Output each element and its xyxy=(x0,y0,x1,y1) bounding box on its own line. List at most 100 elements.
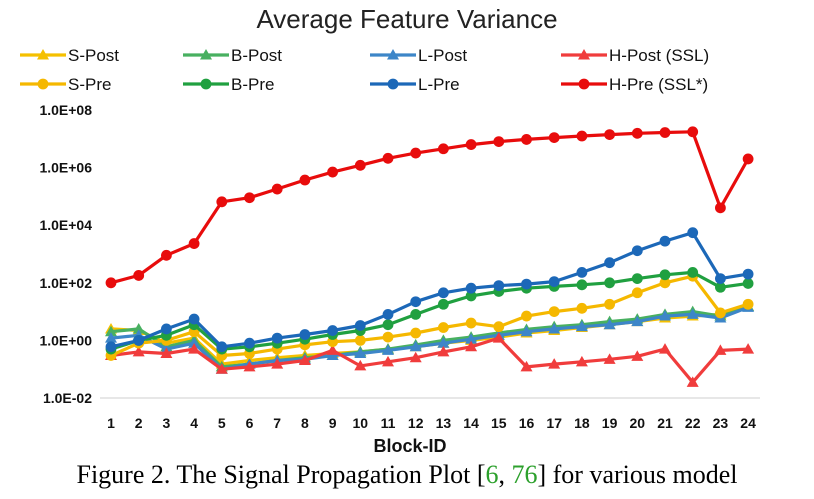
circle-marker xyxy=(161,323,172,335)
legend-label: L-Pre xyxy=(418,75,460,94)
triangle-marker xyxy=(714,344,727,355)
triangle-marker xyxy=(686,308,699,319)
legend-entry: H-Post (SSL) xyxy=(561,46,709,65)
circle-marker xyxy=(604,298,615,310)
circle-marker xyxy=(576,302,588,314)
x-tick-label: 2 xyxy=(135,415,143,431)
circle-marker xyxy=(244,192,255,204)
legend-entry: B-Pre xyxy=(183,75,274,94)
triangle-marker xyxy=(631,350,644,361)
circle-marker xyxy=(659,235,671,247)
x-tick-label: 9 xyxy=(329,415,337,431)
triangle-marker xyxy=(382,355,394,367)
circle-marker xyxy=(354,320,366,331)
circle-marker xyxy=(604,257,615,269)
circle-marker xyxy=(271,332,283,344)
figure-caption: Figure 2. The Signal Propagation Plot [6… xyxy=(0,460,814,490)
circle-marker xyxy=(521,134,532,145)
citation-link-76[interactable]: 76 xyxy=(511,460,538,489)
circle-marker xyxy=(244,337,255,349)
triangle-marker xyxy=(387,49,399,60)
triangle-marker xyxy=(603,318,616,330)
caption-suffix: ] for various model xyxy=(537,460,738,489)
triangle-marker xyxy=(548,358,561,369)
circle-marker xyxy=(271,183,283,195)
series-b-post xyxy=(105,300,755,372)
x-tick-label: 15 xyxy=(491,415,507,431)
triangle-marker xyxy=(548,322,561,334)
triangle-marker xyxy=(659,310,671,321)
circle-marker xyxy=(548,306,560,317)
circle-marker xyxy=(133,270,145,281)
circle-marker xyxy=(715,202,726,214)
circle-marker xyxy=(659,277,671,289)
x-tick-label: 12 xyxy=(408,415,424,431)
circle-marker xyxy=(576,279,588,291)
legend-label: B-Pre xyxy=(231,75,274,94)
circle-marker xyxy=(493,136,505,147)
triangle-marker xyxy=(271,358,284,369)
circle-marker xyxy=(548,276,560,288)
circle-marker xyxy=(410,147,422,159)
circle-marker xyxy=(216,341,228,353)
y-tick-label: 1.0E+08 xyxy=(39,102,92,118)
triangle-marker xyxy=(437,337,450,348)
citation-link-6[interactable]: 6 xyxy=(485,460,499,489)
legend-label: H-Pre (SSL*) xyxy=(609,75,708,94)
series-line xyxy=(110,304,749,369)
circle-marker xyxy=(742,153,754,165)
series-line xyxy=(110,270,749,351)
circle-marker xyxy=(521,310,532,322)
circle-marker xyxy=(742,278,754,289)
circle-marker xyxy=(410,327,422,339)
circle-marker xyxy=(105,341,117,353)
triangle-marker xyxy=(742,343,755,354)
x-tick-label: 7 xyxy=(273,415,281,431)
x-tick-label: 18 xyxy=(574,415,590,431)
circle-marker xyxy=(521,278,532,290)
circle-marker xyxy=(438,322,449,333)
circle-marker xyxy=(327,325,338,336)
circle-marker xyxy=(382,331,394,343)
circle-marker xyxy=(387,78,399,90)
circle-marker xyxy=(578,78,590,90)
signal-propagation-chart: Average Feature Variance S-Post B-Post L-P… xyxy=(20,4,760,456)
x-tick-label: 5 xyxy=(218,415,226,431)
circle-marker xyxy=(631,127,643,139)
chart-title: Average Feature Variance xyxy=(256,4,557,34)
circle-marker xyxy=(354,159,366,171)
triangle-marker xyxy=(686,376,699,387)
triangle-marker xyxy=(105,332,117,343)
y-tick-label: 1.0E+04 xyxy=(39,217,92,233)
circle-marker xyxy=(715,281,726,293)
circle-marker xyxy=(382,152,394,164)
triangle-marker xyxy=(188,337,201,348)
y-tick-label: 1.0E+02 xyxy=(39,275,92,291)
triangle-marker xyxy=(492,332,505,343)
circle-marker xyxy=(493,321,505,333)
circle-marker xyxy=(200,78,212,90)
triangle-marker xyxy=(437,345,450,357)
x-tick-label: 3 xyxy=(163,415,171,431)
caption-separator: , xyxy=(498,460,512,489)
circle-marker xyxy=(188,238,200,249)
x-axis-label: Block-ID xyxy=(373,436,446,456)
circle-marker xyxy=(465,290,477,302)
triangle-marker xyxy=(243,360,256,372)
legend-entry: L-Post xyxy=(370,46,467,65)
circle-marker xyxy=(299,174,311,186)
circle-marker xyxy=(37,78,49,90)
circle-marker xyxy=(133,335,145,346)
x-tick-label: 20 xyxy=(630,415,646,431)
x-tick-label: 17 xyxy=(546,415,562,431)
circle-marker xyxy=(687,266,699,278)
series-line xyxy=(110,336,749,384)
circle-marker xyxy=(493,280,505,291)
x-tick-label: 6 xyxy=(246,415,254,431)
circle-marker xyxy=(354,335,366,346)
triangle-marker xyxy=(575,320,588,332)
chart-series xyxy=(105,126,755,387)
y-tick-label: 1.0E-02 xyxy=(43,390,92,406)
triangle-marker xyxy=(298,354,311,366)
circle-marker xyxy=(604,277,615,289)
